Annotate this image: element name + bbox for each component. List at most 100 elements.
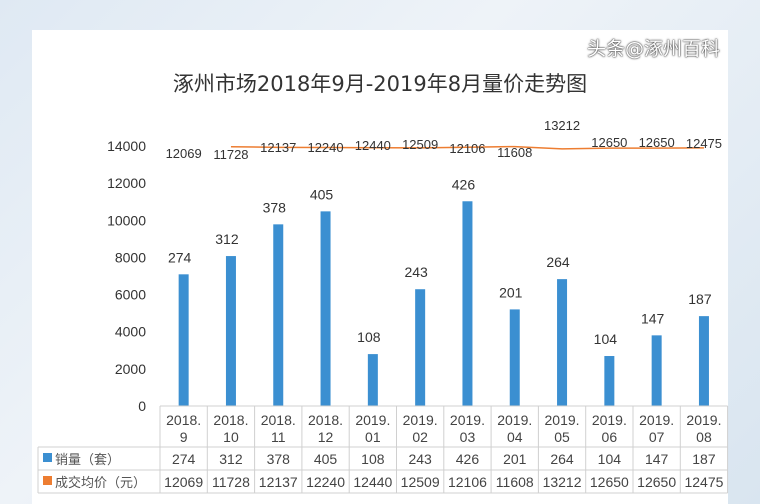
- table-cell-sales: 264: [550, 451, 574, 467]
- bar-sales: [178, 274, 189, 406]
- bar-sales: [320, 211, 331, 406]
- bar-data-label: 264: [546, 254, 570, 270]
- x-tick-label: 2019.: [355, 412, 390, 428]
- x-tick-label: 10: [223, 429, 239, 445]
- bar-data-label: 243: [404, 264, 428, 280]
- line-data-label: 12106: [449, 141, 485, 156]
- x-tick-label: 9: [180, 429, 188, 445]
- x-tick-label: 2018.: [308, 412, 343, 428]
- bar-data-label: 312: [215, 231, 239, 247]
- legend-swatch: [43, 476, 52, 485]
- bar-sales: [462, 201, 473, 406]
- chart-title: 涿州市场2018年9月-2019年8月量价走势图: [172, 72, 588, 96]
- bar-data-label: 104: [594, 331, 618, 347]
- x-tick-label: 04: [507, 429, 523, 445]
- x-tick-label: 2018.: [166, 412, 201, 428]
- table-cell-price: 12509: [401, 474, 440, 490]
- bar-data-label: 405: [310, 186, 334, 202]
- x-tick-label: 03: [460, 429, 476, 445]
- bar-sales: [698, 316, 709, 406]
- legend-label: 销量（套）: [55, 452, 120, 468]
- x-tick-label: 11: [271, 429, 286, 445]
- bar-sales: [604, 356, 615, 406]
- table-cell-price: 12440: [353, 474, 392, 490]
- x-tick-label: 07: [649, 429, 665, 445]
- line-data-label: 12650: [639, 135, 675, 150]
- x-tick-label: 05: [554, 429, 570, 445]
- y-tick-label: 10000: [107, 212, 146, 228]
- x-tick-label: 2019.: [639, 412, 674, 428]
- table-cell-price: 12106: [448, 474, 487, 490]
- y-tick-label: 2000: [115, 361, 146, 377]
- bar-data-label: 147: [641, 310, 665, 326]
- table-cell-price: 11728: [212, 474, 250, 490]
- table-cell-sales: 243: [408, 451, 432, 467]
- table-cell-price: 12240: [306, 474, 345, 490]
- line-data-label: 12475: [686, 136, 722, 151]
- legend-swatch: [43, 453, 52, 462]
- x-tick-label: 08: [696, 429, 712, 445]
- bar-sales: [557, 279, 568, 406]
- x-tick-label: 2019.: [403, 412, 438, 428]
- line-data-label: 11608: [497, 145, 532, 160]
- line-data-label: 11728: [213, 147, 248, 162]
- y-tick-label: 4000: [115, 324, 146, 340]
- line-data-label: 12509: [402, 137, 438, 152]
- legend-label: 成交均价（元）: [55, 475, 146, 491]
- x-tick-label: 2018.: [213, 412, 248, 428]
- x-tick-label: 06: [602, 429, 618, 445]
- table-cell-price: 12650: [590, 474, 629, 490]
- bar-data-label: 108: [357, 329, 381, 345]
- table-cell-price: 12069: [164, 474, 203, 490]
- bar-sales: [273, 224, 284, 406]
- line-price: [230, 145, 704, 150]
- x-tick-label: 12: [318, 429, 334, 445]
- y-tick-label: 14000: [107, 138, 146, 154]
- table-cell-price: 13212: [543, 474, 582, 490]
- x-tick-label: 2019.: [545, 412, 580, 428]
- y-tick-label: 12000: [107, 175, 146, 191]
- table-cell-sales: 201: [503, 451, 527, 467]
- line-data-label: 12240: [307, 140, 343, 155]
- y-tick-label: 6000: [115, 287, 146, 303]
- bar-data-label: 201: [499, 284, 523, 300]
- table-cell-sales: 312: [219, 451, 243, 467]
- table-cell-sales: 274: [172, 451, 196, 467]
- bar-sales: [651, 335, 662, 406]
- x-tick-label: 01: [365, 429, 381, 445]
- bar-sales: [509, 309, 520, 406]
- bar-sales: [415, 289, 426, 406]
- x-tick-label: 2019.: [450, 412, 485, 428]
- line-data-label: 12069: [166, 146, 202, 161]
- line-data-label: 12440: [355, 138, 391, 153]
- y-tick-label: 8000: [115, 249, 146, 265]
- table-cell-sales: 104: [598, 451, 622, 467]
- bar-sales: [225, 256, 236, 406]
- x-tick-label: 02: [412, 429, 428, 445]
- x-tick-label: 2019.: [686, 412, 721, 428]
- x-tick-label: 2019.: [592, 412, 627, 428]
- line-data-label: 12137: [260, 140, 296, 155]
- table-cell-sales: 405: [314, 451, 338, 467]
- bar-sales: [367, 354, 378, 406]
- x-tick-label: 2019.: [497, 412, 532, 428]
- table-cell-price: 12475: [684, 474, 723, 490]
- x-tick-label: 2018.: [261, 412, 296, 428]
- table-cell-sales: 426: [456, 451, 480, 467]
- line-data-label: 12650: [591, 135, 627, 150]
- table-cell-price: 11608: [496, 474, 534, 490]
- bar-data-label: 378: [263, 199, 287, 215]
- bar-data-label: 426: [452, 176, 476, 192]
- table-cell-sales: 187: [692, 451, 716, 467]
- table-cell-sales: 147: [645, 451, 669, 467]
- line-data-label: 13212: [544, 118, 580, 133]
- chart-card: [32, 30, 728, 504]
- y-tick-label: 0: [138, 398, 146, 414]
- table-cell-price: 12650: [637, 474, 676, 490]
- bar-data-label: 274: [168, 249, 192, 265]
- bar-data-label: 187: [688, 291, 712, 307]
- watermark: 头条@涿州百科: [586, 38, 720, 60]
- table-cell-price: 12137: [259, 474, 298, 490]
- table-cell-sales: 378: [267, 451, 291, 467]
